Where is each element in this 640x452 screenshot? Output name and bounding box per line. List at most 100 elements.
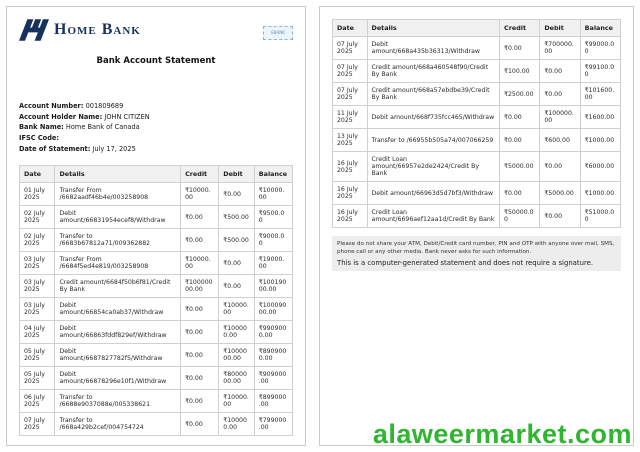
table-cell: ₹9000.00 — [253, 228, 294, 253]
table-cell: ₹8909000.00 — [253, 343, 294, 368]
table-cell: 05 July 2025 — [18, 366, 56, 391]
table-row: 02 July 2025 Debit amount/66831954ecef8/W… — [18, 205, 294, 230]
column-header: Balance — [579, 19, 622, 37]
table-row: 11 July 2025 Debit amount/668f735fcc465/W… — [332, 105, 622, 129]
table-cell: ₹99000.00 — [579, 36, 622, 60]
table-row: 13 July 2025 Transfer to /66955b505a74/00… — [332, 128, 622, 152]
account-number-line: Account Number: 001809689 — [19, 101, 293, 112]
table-cell: Transfer to /6688e9037088e/005338621 — [54, 389, 182, 414]
column-header: Date — [18, 165, 56, 184]
table-cell: Credit amount/668a57ebdbe39/Credit By Ba… — [366, 82, 501, 106]
table-cell: 01 July 2025 — [18, 182, 56, 207]
table-cell: 11 July 2025 — [332, 105, 368, 129]
table-cell: ₹909000.00 — [253, 366, 294, 391]
account-number-label: Account Number: — [19, 102, 84, 110]
table-cell: ₹0.00 — [180, 412, 220, 437]
statement-page-1: Home Bank EBANK Bank Account Statement A… — [6, 6, 306, 446]
computer-generated-note: This is a computer-generated statement a… — [337, 258, 594, 267]
table-cell: ₹50000.00 — [499, 204, 541, 228]
table-row: 07 July 2025 Credit amount/668a460548f90/… — [332, 59, 622, 83]
column-header: Credit — [180, 165, 220, 184]
table-row: 03 July 2025 Transfer From /6684f5ed4e819… — [18, 251, 294, 276]
table-row: 04 July 2025 Debit amount/66863fddf829ef/… — [18, 320, 294, 345]
table-row: 03 July 2025 Debit amount/66854ca0ab37/Wi… — [18, 297, 294, 322]
table-cell: 02 July 2025 — [18, 228, 56, 253]
table-row: 07 July 2025 Credit amount/668a57ebdbe39/… — [332, 82, 622, 106]
table-cell: ₹0.00 — [539, 59, 581, 83]
table-cell: Credit amount/668a460548f90/Credit By Ba… — [366, 59, 501, 83]
table-cell: ₹1600.00 — [579, 105, 622, 129]
bank-name-value: Home Bank of Canada — [65, 123, 140, 132]
table-cell: Transfer to /668a429b2cef/004754724 — [54, 412, 182, 437]
statement-date-label: Date of Statement: — [19, 144, 91, 153]
security-notice-text: Please do not share your ATM, Debit/Cred… — [337, 241, 615, 256]
column-header: Debit — [218, 165, 255, 184]
column-header: Date — [332, 19, 368, 37]
table-cell: Debit amount/66963d5d7bf3/Withdraw — [366, 181, 501, 205]
table-cell: ₹9909000.00 — [253, 320, 294, 345]
table-cell: Debit amount/6687827782f5/Withdraw — [54, 343, 182, 368]
page-header: Home Bank EBANK — [19, 17, 293, 43]
table-row: 16 July 2025 Credit Loan amount/6696aef12… — [332, 204, 622, 228]
account-info: Account Number: 001809689 Account Holder… — [19, 101, 293, 154]
table-cell: Debit amount/668a435b36313/Withdraw — [366, 36, 501, 60]
column-header: Details — [54, 165, 182, 184]
table-cell: ₹0.00 — [539, 204, 581, 228]
table-cell: 03 July 2025 — [18, 297, 56, 322]
ifsc-label: IFSC Code: — [19, 134, 60, 143]
table-row: 16 July 2025 Credit Loan amount/66957e2de… — [332, 151, 622, 182]
table-cell: ₹600.00 — [539, 128, 581, 152]
table-cell: Debit amount/66854ca0ab37/Withdraw — [54, 297, 182, 322]
table-cell: Debit amount/668f735fcc465/Withdraw — [366, 105, 501, 129]
transactions-table-page1: Date Details Credit Debit Balance 01 July 20… — [18, 165, 294, 437]
column-header: Balance — [253, 165, 294, 184]
table-cell: ₹10019000.00 — [253, 274, 294, 299]
home-bank-logo: Home Bank — [19, 17, 141, 43]
transactions-table-page2: Date Details Credit Debit Balance 07 July 20… — [332, 19, 622, 228]
table-cell: Credit Loan amount/66957e2de2424/Credit … — [366, 151, 501, 182]
table-cell: ₹500.00 — [218, 228, 255, 253]
table-cell: Debit amount/66863fddf829ef/Withdraw — [54, 320, 182, 345]
table-cell: ₹10000.00 — [253, 182, 294, 207]
account-holder-label: Account Holder Name: — [19, 112, 103, 121]
table-cell: ₹0.00 — [180, 205, 220, 230]
table-cell: ₹19000.00 — [253, 251, 294, 276]
table-cell: ₹1000.00 — [579, 128, 622, 152]
column-header: Credit — [499, 19, 541, 37]
table-cell: ₹6000.00 — [579, 151, 622, 182]
table-cell: Transfer to /66955b505a74/007066259 — [366, 128, 501, 152]
table-cell: ₹101600.00 — [579, 82, 622, 106]
table-cell: ₹0.00 — [218, 182, 255, 207]
table-cell: Transfer to /6683b67812a71/009362882 — [54, 228, 182, 253]
table-cell: ₹0.00 — [180, 228, 220, 253]
bank-logo-icon — [19, 19, 49, 41]
table-cell: 07 July 2025 — [18, 412, 56, 437]
table-cell: 03 July 2025 — [18, 274, 56, 299]
security-notice: Please do not share your ATM, Debit/Cred… — [332, 236, 621, 271]
table-cell: ₹0.00 — [539, 82, 581, 106]
table-cell: 07 July 2025 — [332, 82, 368, 106]
table-cell: Debit amount/66831954ecef8/Withdraw — [54, 205, 182, 230]
table-cell: ₹5000.00 — [499, 151, 541, 182]
table-cell: ₹51000.00 — [579, 204, 622, 228]
table-row: 02 July 2025 Transfer to /6683b67812a71/0… — [18, 228, 294, 253]
table-cell: 02 July 2025 — [18, 205, 56, 230]
table-cell: ₹0.00 — [218, 251, 255, 276]
table-cell: 07 July 2025 — [332, 36, 368, 60]
table-cell: Credit Loan amount/6696aef12aa1d/Credit … — [366, 204, 501, 228]
statement-date-line: Date of Statement: July 17, 2025 — [19, 144, 293, 155]
table-cell: ₹10000.00 — [180, 251, 220, 276]
ifsc-line: IFSC Code: — [19, 133, 293, 144]
table-cell: 16 July 2025 — [332, 151, 368, 182]
table-cell: ₹0.00 — [180, 297, 220, 322]
table-cell: ₹100000.00 — [539, 105, 581, 129]
table-cell: 03 July 2025 — [18, 251, 56, 276]
table-cell: ₹1000.00 — [579, 181, 622, 205]
table-cell: ₹8000000.00 — [218, 366, 255, 391]
table-cell: ₹0.00 — [180, 320, 220, 345]
table-cell: ₹0.00 — [499, 105, 541, 129]
table-row: 07 July 2025 Debit amount/668a435b36313/W… — [332, 36, 622, 60]
table-cell: ₹9500.00 — [253, 205, 294, 230]
table-cell: ₹799000.00 — [253, 412, 294, 437]
